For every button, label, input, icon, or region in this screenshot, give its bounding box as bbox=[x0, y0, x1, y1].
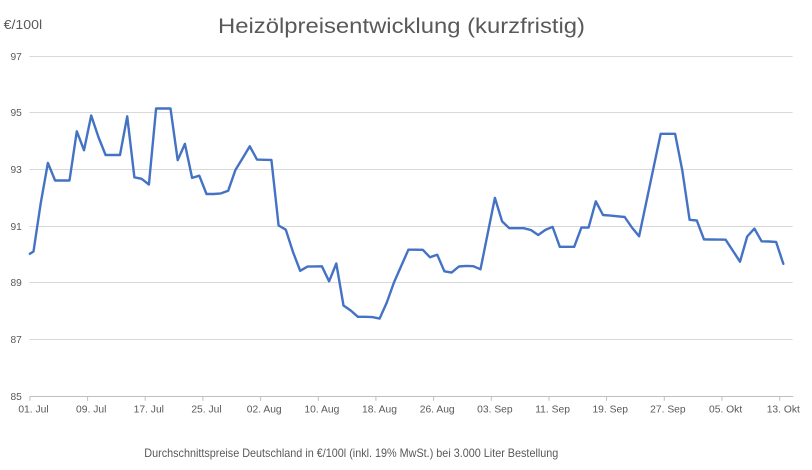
svg-text:13. Okt: 13. Okt bbox=[767, 405, 800, 416]
svg-text:11. Sep: 11. Sep bbox=[535, 405, 570, 416]
svg-text:18. Aug: 18. Aug bbox=[362, 405, 397, 416]
svg-text:Heizölpreisentwicklung (kurzfr: Heizölpreisentwicklung (kurzfristig) bbox=[218, 14, 585, 38]
svg-text:03. Sep: 03. Sep bbox=[477, 405, 513, 416]
svg-text:85: 85 bbox=[10, 392, 22, 403]
svg-text:89: 89 bbox=[10, 278, 22, 289]
svg-text:17. Jul: 17. Jul bbox=[134, 405, 164, 416]
svg-text:25. Jul: 25. Jul bbox=[191, 405, 221, 416]
svg-text:05. Okt: 05. Okt bbox=[709, 405, 742, 416]
svg-text:26. Aug: 26. Aug bbox=[420, 405, 455, 416]
svg-text:Durchschnittspreise Deutschlan: Durchschnittspreise Deutschland in €/100… bbox=[144, 447, 558, 460]
svg-text:93: 93 bbox=[10, 165, 22, 176]
svg-text:87: 87 bbox=[10, 335, 22, 346]
svg-text:95: 95 bbox=[10, 108, 22, 119]
svg-text:27. Sep: 27. Sep bbox=[650, 405, 686, 416]
svg-text:02. Aug: 02. Aug bbox=[247, 405, 282, 416]
svg-text:91: 91 bbox=[10, 222, 22, 233]
svg-text:09. Jul: 09. Jul bbox=[76, 405, 106, 416]
svg-text:€/100l: €/100l bbox=[4, 17, 43, 32]
svg-text:10. Aug: 10. Aug bbox=[304, 405, 339, 416]
svg-text:01. Jul: 01. Jul bbox=[18, 405, 48, 416]
svg-text:19. Sep: 19. Sep bbox=[592, 405, 628, 416]
svg-text:97: 97 bbox=[10, 52, 22, 63]
